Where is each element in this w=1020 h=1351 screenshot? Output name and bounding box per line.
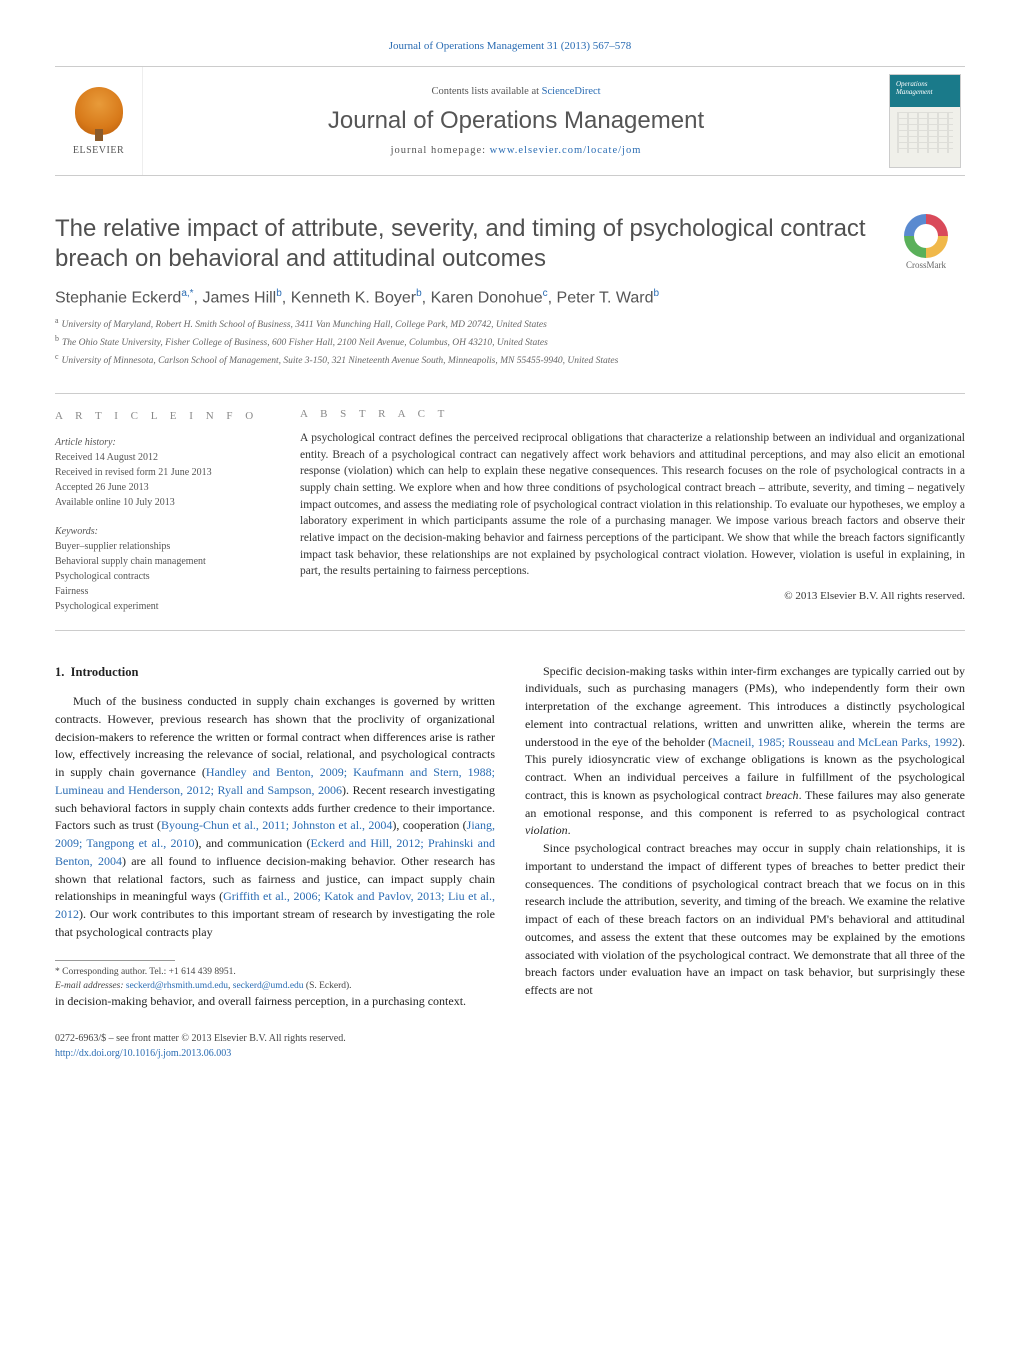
homepage-prefix: journal homepage: — [391, 145, 490, 156]
homepage-link[interactable]: www.elsevier.com/locate/jom — [490, 145, 642, 156]
footnotes: * Corresponding author. Tel.: +1 614 439… — [55, 965, 495, 994]
body-paragraph: Since psychological contract breaches ma… — [525, 840, 965, 1000]
abstract-copyright: © 2013 Elsevier B.V. All rights reserved… — [300, 590, 965, 602]
footnote-rule — [55, 960, 175, 961]
crossmark-icon — [904, 214, 948, 258]
contents-prefix: Contents lists available at — [431, 86, 541, 97]
journal-cover-thumbnail — [889, 74, 961, 168]
journal-title: Journal of Operations Management — [143, 107, 889, 135]
author-list: Stephanie Eckerda,*, James Hillb, Kennet… — [55, 288, 965, 307]
p1-mid2: ), cooperation ( — [392, 818, 466, 832]
homepage-line: journal homepage: www.elsevier.com/locat… — [143, 145, 889, 156]
journal-banner: ELSEVIER Contents lists available at Sci… — [55, 66, 965, 176]
body-paragraph: in decision-making behavior, and overall… — [55, 993, 495, 1011]
keywords-label: Keywords: — [55, 524, 270, 539]
email-line: E-mail addresses: seckerd@rhsmith.umd.ed… — [55, 979, 495, 993]
body-paragraph: Specific decision-making tasks within in… — [525, 663, 965, 841]
citation[interactable]: Byoung-Chun et al., 2011; Johnston et al… — [161, 818, 392, 832]
article-title: The relative impact of attribute, severi… — [55, 214, 867, 274]
doi-link[interactable]: http://dx.doi.org/10.1016/j.jom.2013.06.… — [55, 1048, 231, 1059]
italic-term: violation — [525, 823, 568, 837]
affiliations: aUniversity of Maryland, Robert H. Smith… — [55, 315, 965, 369]
keyword: Behavioral supply chain management — [55, 554, 270, 569]
history-line: Received in revised form 21 June 2013 — [55, 465, 270, 480]
section-number: 1. — [55, 665, 64, 679]
affiliation: bThe Ohio State University, Fisher Colle… — [55, 333, 965, 351]
abstract-text: A psychological contract defines the per… — [300, 430, 965, 580]
history-label: Article history: — [55, 435, 270, 450]
keyword: Fairness — [55, 584, 270, 599]
crossmark-widget[interactable]: CrossMark — [887, 214, 965, 270]
abstract-column: A B S T R A C T A psychological contract… — [300, 408, 965, 614]
keyword: Psychological experiment — [55, 599, 270, 614]
author-email-link[interactable]: seckerd@umd.edu — [233, 981, 304, 991]
copyright-line: 0272-6963/$ – see front matter © 2013 El… — [55, 1031, 965, 1046]
section-heading: 1. Introduction — [55, 663, 495, 682]
page-footer: 0272-6963/$ – see front matter © 2013 El… — [55, 1031, 965, 1061]
email-label: E-mail addresses: — [55, 981, 126, 991]
italic-term: breach — [766, 788, 799, 802]
contents-line: Contents lists available at ScienceDirec… — [143, 86, 889, 97]
body-text: 1. Introduction Much of the business con… — [55, 663, 965, 1011]
sciencedirect-link[interactable]: ScienceDirect — [542, 86, 601, 97]
history-line: Received 14 August 2012 — [55, 450, 270, 465]
author-email-link[interactable]: seckerd@rhsmith.umd.edu — [126, 981, 228, 991]
keyword: Buyer–supplier relationships — [55, 539, 270, 554]
article-info-heading: A R T I C L E I N F O — [55, 408, 270, 425]
publisher-logo: ELSEVIER — [55, 67, 143, 175]
history-line: Accepted 26 June 2013 — [55, 480, 270, 495]
history-line: Available online 10 July 2013 — [55, 495, 270, 510]
elsevier-tree-icon — [75, 87, 123, 135]
p1-post: ). Our work contributes to this importan… — [55, 907, 495, 939]
article-info-column: A R T I C L E I N F O Article history: R… — [55, 408, 270, 614]
banner-center: Contents lists available at ScienceDirec… — [143, 67, 889, 175]
running-head: Journal of Operations Management 31 (201… — [55, 40, 965, 52]
affiliation: cUniversity of Minnesota, Carlson School… — [55, 351, 965, 369]
abstract-heading: A B S T R A C T — [300, 408, 965, 420]
section-title: Introduction — [71, 665, 139, 679]
p2-post: . — [568, 823, 571, 837]
crossmark-label: CrossMark — [906, 260, 946, 270]
corresponding-author: * Corresponding author. Tel.: +1 614 439… — [55, 965, 495, 979]
keyword: Psychological contracts — [55, 569, 270, 584]
publisher-name: ELSEVIER — [73, 145, 124, 156]
body-paragraph: Much of the business conducted in supply… — [55, 693, 495, 942]
affiliation: aUniversity of Maryland, Robert H. Smith… — [55, 315, 965, 333]
email-post: (S. Eckerd). — [304, 981, 352, 991]
citation[interactable]: Macneil, 1985; Rousseau and McLean Parks… — [712, 735, 958, 749]
p1-mid3: ), and communication ( — [195, 836, 311, 850]
